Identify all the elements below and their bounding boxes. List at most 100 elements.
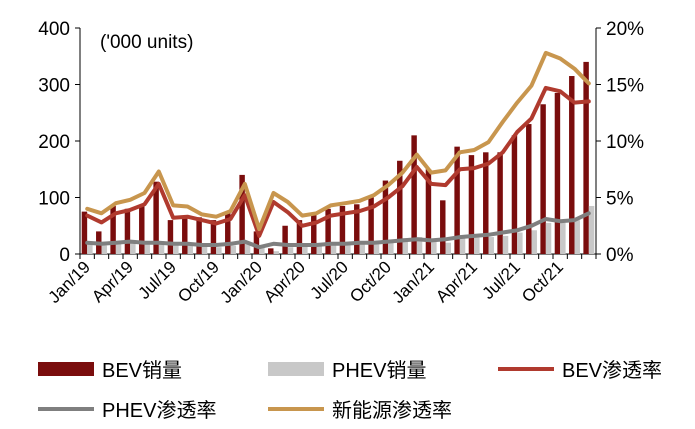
bar-bev-sales xyxy=(139,205,145,254)
bar-bev-sales xyxy=(282,225,288,254)
bar-phev-sales xyxy=(115,242,122,254)
bar-bev-sales xyxy=(253,231,260,254)
legend-label-phev-sales: PHEV销量 xyxy=(332,360,427,382)
legend-label-bev-sales: BEV销量 xyxy=(102,360,183,382)
bar-bev-sales xyxy=(210,220,217,254)
legend-swatch-phev-penetration xyxy=(38,406,94,411)
x-tick-label: Oct/20 xyxy=(346,257,395,306)
bar-phev-sales xyxy=(144,242,150,254)
bar-phev-sales xyxy=(244,242,251,254)
bar-phev-sales xyxy=(359,242,365,254)
legend: BEV销量 PHEV销量 BEV渗透率 PHEV渗透率 新能源渗透率 xyxy=(0,352,695,429)
bar-bev-sales xyxy=(554,92,561,254)
x-tick-label: Oct/19 xyxy=(174,257,223,306)
bar-phev-sales xyxy=(388,239,394,254)
bar-bev-sales xyxy=(196,217,202,254)
bar-phev-sales xyxy=(273,251,279,254)
bar-bev-sales xyxy=(382,180,389,254)
bar-phev-sales xyxy=(502,235,509,254)
bar-phev-sales xyxy=(459,237,466,254)
bar-bev-sales xyxy=(182,217,188,254)
bar-phev-sales xyxy=(488,237,494,254)
bar-bev-sales xyxy=(110,205,116,254)
bar-phev-sales xyxy=(545,222,552,254)
y-left-tick-label: 300 xyxy=(38,76,70,97)
bar-bev-sales xyxy=(583,61,589,255)
bar-bev-sales xyxy=(311,214,317,254)
bar-phev-sales xyxy=(474,237,480,254)
bar-phev-sales xyxy=(402,238,408,254)
bar-bev-sales xyxy=(483,152,489,254)
bar-bev-sales xyxy=(468,155,475,254)
bar-bev-sales xyxy=(225,211,231,254)
bar-phev-sales xyxy=(201,245,208,254)
legend-item-nev-penetration: 新能源渗透率 xyxy=(268,394,452,423)
bar-phev-sales xyxy=(373,241,380,254)
bar-bev-sales xyxy=(339,205,346,254)
y-right-tick-label: 5% xyxy=(606,189,634,210)
legend-item-phev-sales: PHEV销量 xyxy=(268,354,426,383)
bar-phev-sales xyxy=(187,245,193,254)
bar-bev-sales xyxy=(167,220,174,254)
line-bev-penetration xyxy=(85,85,591,238)
legend-swatch-nev-penetration xyxy=(268,406,324,411)
y-left-tick-label: 400 xyxy=(38,19,70,40)
x-tick-label: Apr/19 xyxy=(88,257,137,306)
bar-bev-sales xyxy=(397,160,403,254)
bar-bev-sales xyxy=(411,135,417,254)
bar-phev-sales xyxy=(316,245,322,254)
bar-bev-sales xyxy=(239,174,245,254)
y-left-tick-label: 200 xyxy=(38,132,70,153)
bar-phev-sales xyxy=(173,245,179,254)
bar-phev-sales xyxy=(130,242,136,254)
bar-bev-sales xyxy=(440,200,446,254)
bar-phev-sales xyxy=(560,222,566,254)
x-tick-label: Jul/21 xyxy=(478,257,524,303)
unit-annotation: ('000 units) xyxy=(100,32,193,53)
bar-phev-sales xyxy=(330,243,337,254)
bar-phev-sales xyxy=(87,242,93,254)
bar-phev-sales xyxy=(302,245,308,254)
bar-bev-sales xyxy=(569,76,575,255)
bar-phev-sales xyxy=(531,230,537,254)
x-tick-label: Jan/20 xyxy=(216,257,266,307)
x-tick-label: Apr/20 xyxy=(260,257,309,306)
legend-label-nev-penetration: 新能源渗透率 xyxy=(332,400,452,422)
bar-bev-sales xyxy=(497,152,503,254)
y-right-tick-label: 10% xyxy=(606,132,644,153)
bar-phev-sales xyxy=(588,205,595,254)
y-right-tick-label: 0% xyxy=(606,245,634,266)
legend-item-bev-penetration: BEV渗透率 xyxy=(498,354,662,383)
y-right-tick-label: 20% xyxy=(606,19,644,40)
bar-phev-sales xyxy=(431,239,437,254)
legend-item-phev-penetration: PHEV渗透率 xyxy=(38,394,216,423)
legend-item-bev-sales: BEV销量 xyxy=(38,354,182,383)
bar-bev-sales xyxy=(526,124,532,254)
legend-swatch-bev-sales xyxy=(38,361,94,376)
bar-bev-sales xyxy=(325,208,331,254)
x-tick-label: Jul/19 xyxy=(134,257,180,303)
bar-bev-sales xyxy=(454,146,460,254)
x-tick-label: Oct/21 xyxy=(518,257,567,306)
legend-swatch-phev-sales xyxy=(268,361,324,376)
bar-phev-sales xyxy=(517,232,523,254)
bar-bev-sales xyxy=(540,104,546,255)
line-phev-penetration xyxy=(85,211,591,250)
x-tick-label: Jan/21 xyxy=(388,257,438,307)
bar-bev-sales xyxy=(296,220,303,254)
bar-bev-sales xyxy=(124,208,131,254)
bar-bev-sales xyxy=(425,169,432,254)
bar-phev-sales xyxy=(216,247,222,254)
bar-phev-sales xyxy=(101,245,107,254)
bar-bev-sales xyxy=(368,197,374,254)
y-left-tick-label: 0 xyxy=(59,245,70,266)
bar-bev-sales xyxy=(81,211,88,254)
x-tick-label: Apr/21 xyxy=(432,257,481,306)
legend-label-phev-penetration: PHEV渗透率 xyxy=(102,400,217,422)
chart: 01002003004000%5%10%15%20%Jan/19Apr/19Ju… xyxy=(38,19,644,307)
x-tick-label: Jul/20 xyxy=(306,257,352,303)
bar-phev-sales xyxy=(345,243,351,254)
bar-phev-sales xyxy=(445,242,451,254)
line-nev-penetration xyxy=(85,50,591,232)
bar-bev-sales xyxy=(153,181,159,254)
